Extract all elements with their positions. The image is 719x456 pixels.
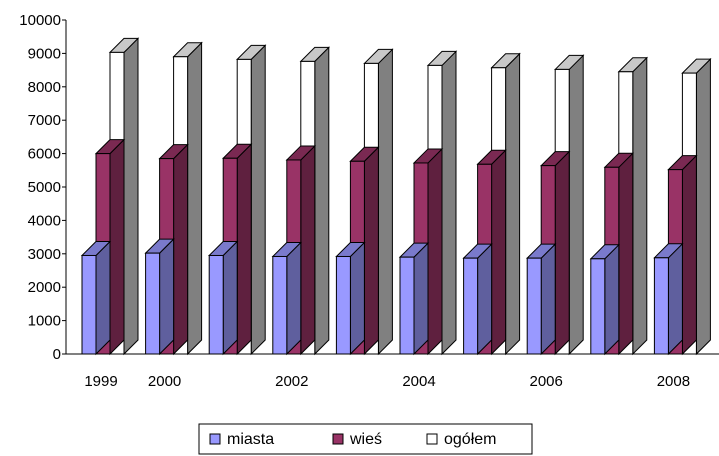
y-tick-label: 1000 [28, 313, 61, 330]
bar-side-face [173, 143, 189, 356]
chart-bars [80, 37, 712, 356]
y-tick-label: 4000 [28, 212, 61, 229]
bar-side-face [123, 37, 139, 356]
bar-side-face [695, 57, 711, 356]
x-tick-label: 2006 [530, 373, 563, 390]
bar-side-face [314, 46, 330, 356]
bar-side-face [540, 242, 556, 356]
bar-side-face [300, 144, 316, 356]
y-tick-label: 6000 [28, 146, 61, 163]
y-tick-label: 9000 [28, 45, 61, 62]
y-tick-label: 8000 [28, 79, 61, 96]
legend: miasta wieś ogółem [198, 423, 533, 455]
x-tick-label: 1999 [84, 373, 117, 390]
y-tick-label: 0 [53, 346, 61, 363]
bar [589, 243, 621, 356]
bar-side-face [604, 243, 620, 356]
legend-label: wieś [349, 431, 382, 448]
legend-swatch [209, 433, 221, 445]
bar-side-face [568, 54, 584, 356]
legend-label: ogółem [444, 431, 496, 448]
bar-side-face [477, 242, 493, 356]
bar-side-face [491, 149, 507, 356]
legend-swatch [332, 433, 344, 445]
bar [462, 242, 493, 356]
legend-swatch [426, 433, 438, 445]
bar [144, 237, 175, 356]
chart-axes: 0 1000 2000 3000 4000 5000 6000 7000 8000 9000 100… [19, 12, 719, 363]
bar-front-face [208, 254, 224, 355]
bar-side-face [286, 241, 302, 356]
y-tick-label: 3000 [28, 246, 61, 263]
bar-side-face [618, 152, 634, 356]
y-tick-label: 2000 [28, 279, 61, 296]
legend-label: miasta [227, 431, 274, 448]
bar-side-face [413, 241, 429, 356]
bar-side-face [187, 41, 203, 356]
bar-front-face [653, 257, 669, 355]
x-tick-label: 2004 [402, 373, 435, 390]
bar-side-face [441, 50, 457, 356]
bar-side-face [681, 154, 697, 356]
y-tick-label: 7000 [28, 112, 61, 129]
bar [80, 240, 112, 356]
bar-front-face [272, 255, 288, 355]
bar-front-face [463, 257, 479, 355]
bar-side-face [505, 52, 521, 356]
bar-side-face [632, 56, 648, 356]
bar [207, 240, 239, 356]
bar-front-face [145, 252, 161, 355]
bar-side-face [95, 240, 111, 356]
bar [335, 241, 366, 356]
y-tick-label: 10000 [19, 12, 61, 29]
bar-side-face [667, 242, 683, 356]
bar-side-face [250, 44, 266, 356]
bar [398, 241, 430, 356]
bar-side-face [109, 138, 125, 356]
bar-side-face [159, 237, 175, 356]
bar-front-face [526, 257, 542, 355]
bar-front-face [590, 258, 606, 355]
x-axis-labels: 1999 2000 2002 2004 2006 2008 [84, 373, 690, 390]
bar-side-face [377, 48, 393, 356]
bar-side-face [363, 146, 379, 356]
bar [653, 242, 684, 356]
bar-side-face [349, 241, 365, 356]
y-tick-label: 5000 [28, 179, 61, 196]
x-tick-label: 2002 [275, 373, 308, 390]
bar [525, 242, 557, 356]
bar-front-face [335, 255, 351, 355]
bar-front-face [81, 254, 97, 355]
bar-side-face [222, 240, 238, 356]
bar-side-face [236, 143, 252, 356]
bar [271, 241, 303, 356]
bar-side-face [427, 147, 443, 356]
x-tick-label: 2008 [657, 373, 690, 390]
legend-box [198, 423, 533, 455]
bar-side-face [554, 150, 570, 356]
x-tick-label: 2000 [148, 373, 181, 390]
bar-front-face [399, 256, 415, 355]
